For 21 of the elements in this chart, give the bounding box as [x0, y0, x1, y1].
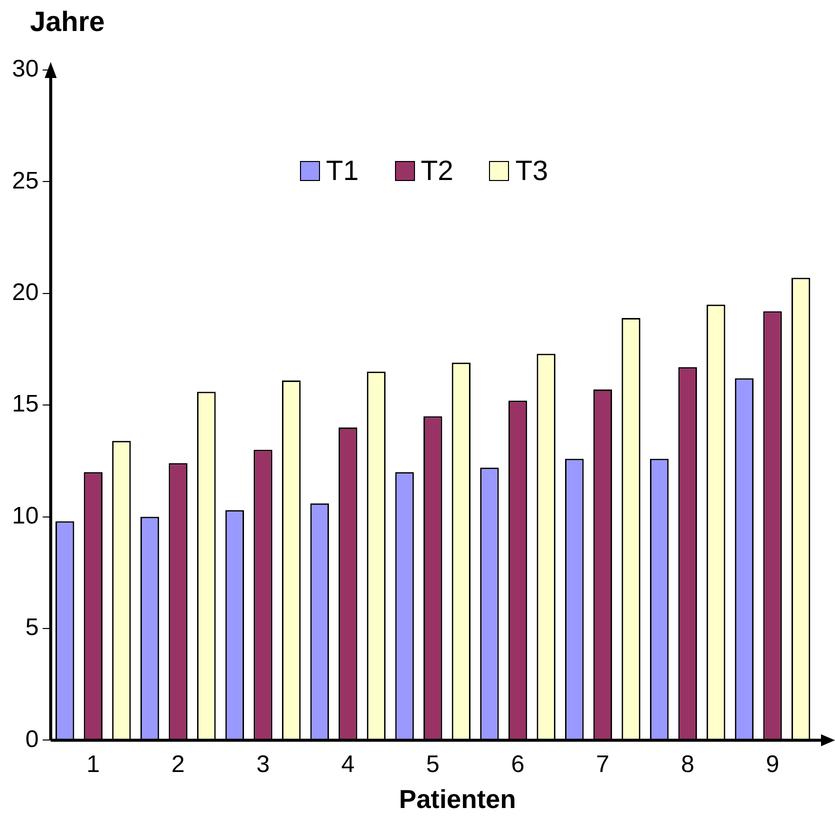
legend-label: T2 [420, 155, 454, 187]
y-axis-title: Jahre [30, 6, 105, 38]
y-tick-label: 20 [12, 279, 39, 306]
y-tick-label: 0 [25, 726, 39, 753]
x-tick-label: 5 [426, 751, 440, 778]
x-tick-label: 2 [171, 751, 185, 778]
legend-label: T1 [326, 155, 359, 187]
y-tick-label: 30 [12, 56, 39, 83]
y-tick-label: 10 [12, 502, 39, 530]
x-tick-label: 9 [766, 751, 780, 778]
x-tick-label: 8 [680, 751, 694, 778]
x-tick-label: 6 [511, 751, 524, 778]
legend-label: T3 [515, 155, 548, 187]
y-tick-label: 5 [25, 614, 39, 642]
x-tick-label: 7 [596, 751, 610, 778]
x-tick-label: 3 [256, 751, 270, 778]
x-axis-title: Patienten [398, 784, 518, 815]
x-tick-label: 4 [341, 751, 355, 778]
x-tick-label: 1 [86, 751, 100, 778]
y-tick-label: 15 [12, 390, 39, 418]
y-tick-label: 25 [12, 167, 39, 194]
